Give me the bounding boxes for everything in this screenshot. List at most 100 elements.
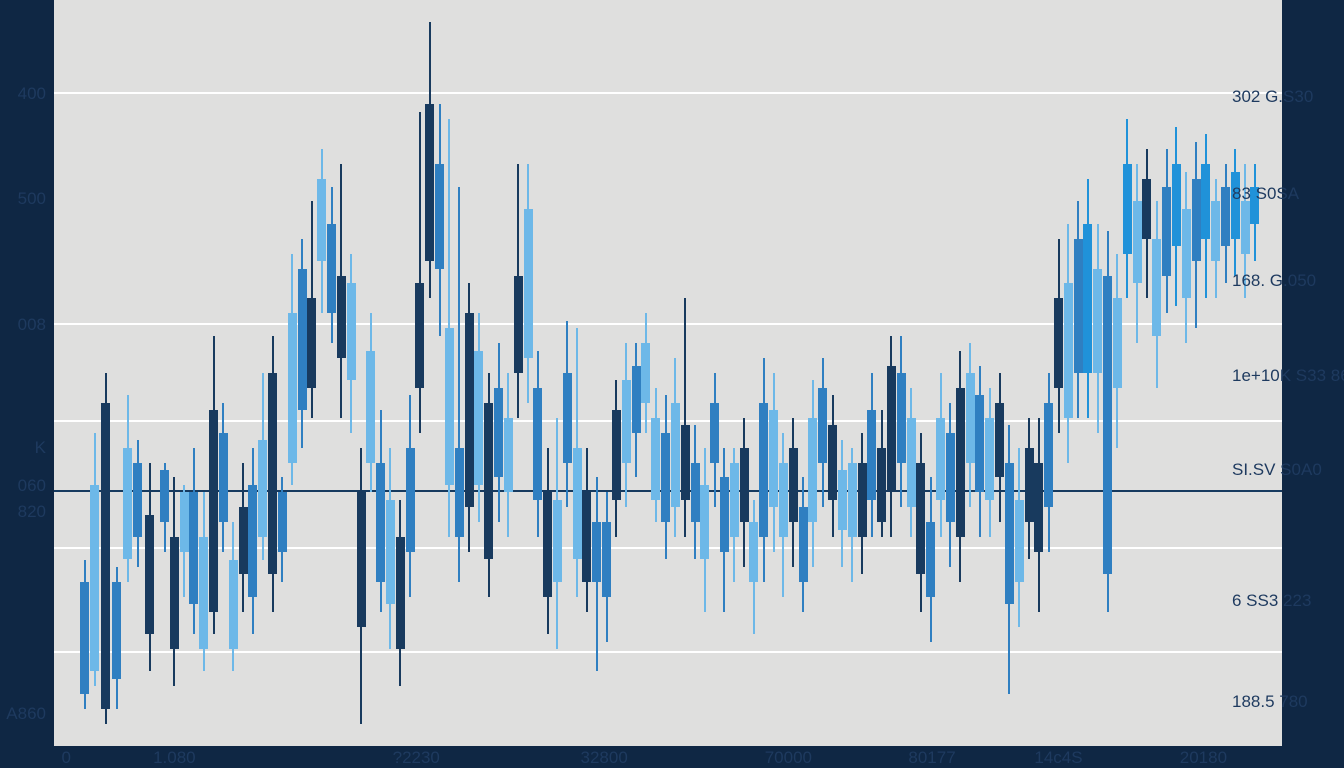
candle-body [936,418,945,500]
y-axis-label-left: K [0,438,46,458]
candle-body [386,500,395,604]
candle-body [268,373,277,574]
candle-body [1083,224,1092,373]
candle-body [749,522,758,582]
candle-body [406,448,415,552]
candle-body [661,433,670,523]
candle-body [248,485,257,597]
y-axis-label-right: SI.SV S0A0 [1232,460,1322,480]
y-axis-label-left: 060 [0,476,46,496]
candle-body [199,537,208,649]
candle-body [681,425,690,500]
candle-body [239,507,248,574]
candle-body [818,388,827,463]
candle-body [180,492,189,552]
x-axis-label: 14c4S [1034,748,1082,768]
candle-body [956,388,965,537]
candle-body [740,448,749,523]
candle-body [484,403,493,560]
candle-body [123,448,132,560]
y-axis-label-right: 1e+10K S33 8600 [1232,366,1344,386]
candle-body [112,582,121,679]
y-axis-label-right: 188.5 780 [1232,692,1308,712]
candle-body [533,388,542,500]
candle-body [632,366,641,433]
x-axis-label: 32800 [581,748,628,768]
candle-body [1074,239,1083,373]
candle-body [907,418,916,508]
candle-body [170,537,179,649]
candle-body [966,373,975,463]
candle-body [1182,209,1191,299]
y-axis-label-left: 820 [0,502,46,522]
candle-body [307,298,316,388]
candle-body [90,485,99,672]
x-axis-label: 80177 [908,748,955,768]
candle-body [524,209,533,358]
candle-body [1113,298,1122,388]
y-axis-label-right: 6 SS3 223 [1232,591,1311,611]
candle-body [1054,298,1063,388]
candle-body [465,313,474,507]
candle-body [926,522,935,597]
candle-body [229,560,238,650]
candle-body [347,283,356,380]
candle-body [602,522,611,597]
x-axis-label: ?2230 [393,748,440,768]
candle-body [867,410,876,500]
candle-body [1025,448,1034,523]
candle-body [1005,463,1014,605]
candle-body [759,403,768,537]
candle-body [553,500,562,582]
candle-body [415,283,424,387]
candle-body [946,433,955,523]
candle-body [445,328,454,485]
candle-body [779,463,788,538]
candle-body [160,470,169,522]
candle-body [1064,283,1073,417]
candle-body [1172,164,1181,246]
candle-body [1152,239,1161,336]
x-axis-label: 0 [62,748,71,768]
candle-body [1093,269,1102,373]
candle-body [1241,201,1250,253]
candle-body [337,276,346,358]
grid-line [54,92,1282,94]
candle-body [425,104,434,261]
candle-body [327,224,336,314]
y-axis-label-right: 168. G.050 [1232,271,1316,291]
candle-body [209,410,218,611]
candle-body [288,313,297,462]
candle-body [769,410,778,507]
candle-body [799,507,808,582]
candle-body [1103,276,1112,574]
candle-body [435,164,444,268]
candle-body [612,410,621,500]
candle-body [985,418,994,500]
candle-body [396,537,405,649]
candle-body [1211,201,1220,261]
plot-area [54,0,1282,746]
candle-body [366,351,375,463]
candle-body [101,403,110,709]
x-axis-label: 1.080 [153,748,196,768]
candle-body [700,485,709,560]
candle-body [641,343,650,403]
candle-body [916,463,925,575]
grid-line [54,651,1282,653]
candle-body [563,373,572,463]
candle-body [622,380,631,462]
candle-body [730,463,739,538]
candle-body [1123,164,1132,254]
candlestick-chart: 400500008K060820A860302 G.S3083 S0SA168.… [0,0,1344,768]
candle-body [995,403,1004,478]
candle-body [376,463,385,582]
candle-body [710,403,719,463]
candle-body [543,492,552,596]
candle-body [504,418,513,493]
candle-body [1162,187,1171,277]
candle-body [455,448,464,538]
candle-body [573,448,582,560]
candle-body [1034,463,1043,553]
candle-body [671,403,680,507]
